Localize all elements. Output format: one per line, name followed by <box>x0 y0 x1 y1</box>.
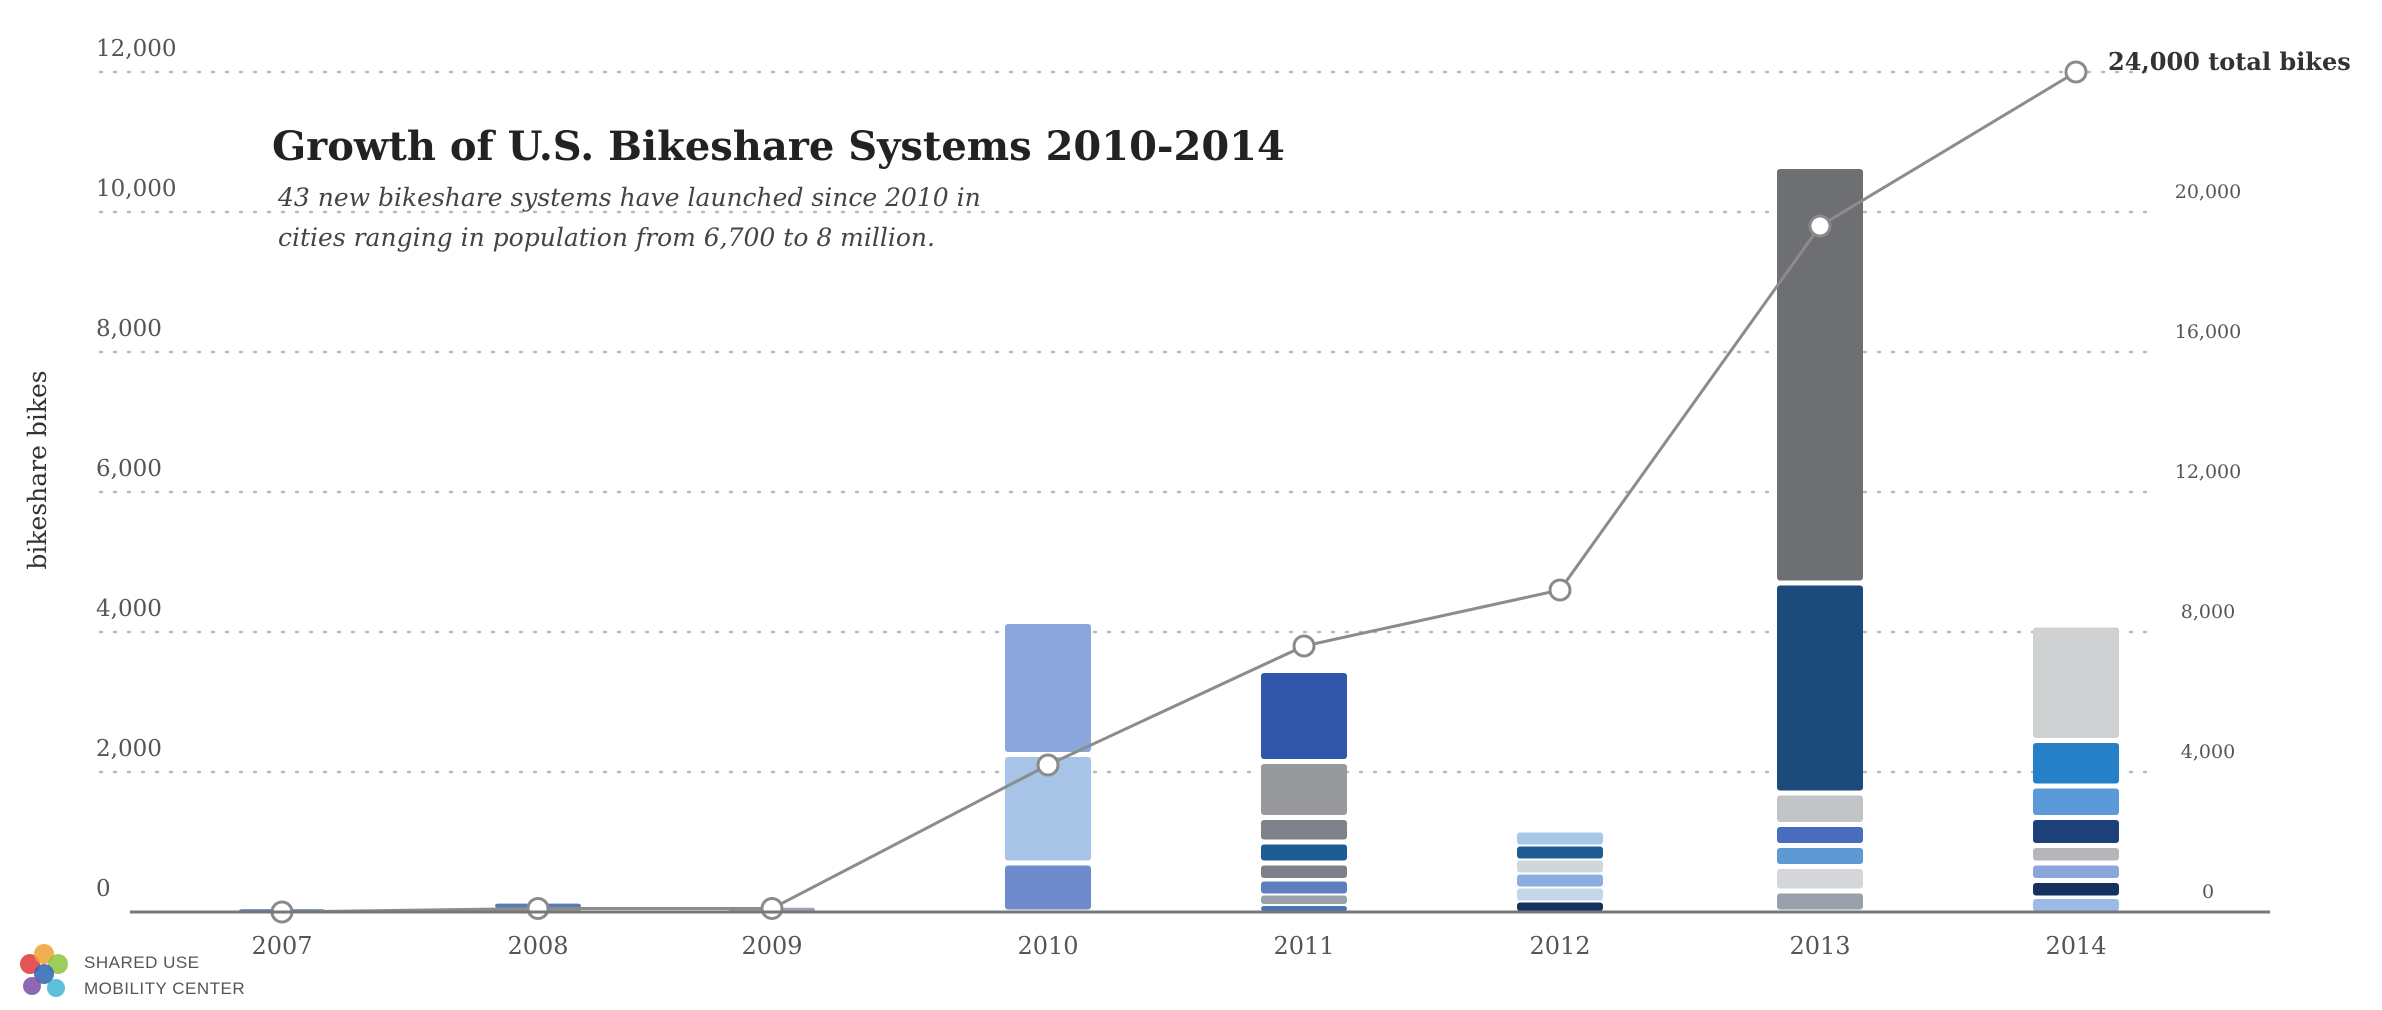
bar-segment <box>1777 893 1863 910</box>
logo-mark-circle-4 <box>34 964 54 984</box>
bar-segment <box>2033 899 2119 911</box>
bar-segment <box>1517 888 1603 901</box>
bar-segment <box>2033 883 2119 896</box>
bar-segment <box>1517 874 1603 887</box>
total-bikes-point <box>526 897 550 920</box>
total-bikes-point <box>760 897 784 920</box>
bar-segment <box>1261 906 1347 911</box>
logo: SHARED USE MOBILITY CENTER <box>20 944 245 998</box>
logo-text-line-2: MOBILITY CENTER <box>84 979 245 998</box>
bar-segment <box>1261 764 1347 815</box>
bar-segment <box>1261 895 1347 904</box>
total-bikes-line: 24,000 total bikes <box>270 47 2351 924</box>
x-tick-label: 2009 <box>741 932 802 960</box>
x-tick-label: 2008 <box>507 932 568 960</box>
logo-mark-circle-3 <box>48 954 68 974</box>
x-tick-label: 2010 <box>1017 932 1078 960</box>
logo-mark-circle-5 <box>23 977 41 995</box>
bar-segment <box>1005 865 1091 910</box>
bar-segment <box>2033 743 2119 784</box>
y-tick-label: 8,000 <box>96 316 162 342</box>
bar-segment <box>1261 881 1347 894</box>
y2-tick-label: 16,000 <box>2175 321 2241 343</box>
bar-segment <box>1261 820 1347 840</box>
bar-segment <box>1777 848 1863 864</box>
y2-tick-label: 8,000 <box>2181 601 2235 623</box>
bar-segment <box>2033 865 2119 878</box>
total-bikes-point <box>1548 578 1572 602</box>
x-tick-label: 2012 <box>1529 932 1590 960</box>
bar-segment <box>1517 846 1603 859</box>
bar-segment <box>1517 902 1603 911</box>
y2-tick-label: 12,000 <box>2175 461 2241 483</box>
stacked-bars <box>239 169 2119 912</box>
logo-mark-circle-6 <box>47 979 65 997</box>
bar-segment <box>1517 860 1603 873</box>
y2-tick-label: 0 <box>2202 881 2214 903</box>
chart-subtitle-line-1: 43 new bikeshare systems have launched s… <box>277 183 981 212</box>
y-tick-label: 6,000 <box>96 456 162 482</box>
y-tick-label: 2,000 <box>96 736 162 762</box>
x-tick-label: 2014 <box>2045 932 2106 960</box>
logo-mark-circle-1 <box>20 954 40 974</box>
bar-segment <box>1777 869 1863 889</box>
x-tick-label: 2007 <box>251 932 312 960</box>
bar-segment <box>2033 627 2119 738</box>
bar-segment <box>1777 795 1863 822</box>
y-axis-label: bikeshare bikes <box>23 370 52 569</box>
total-bikes-point <box>1292 634 1316 658</box>
x-tick-label: 2011 <box>1273 932 1334 960</box>
total-bikes-point <box>1808 214 1832 238</box>
total-bikes-point <box>1036 753 1060 777</box>
y-tick-label: 0 <box>96 876 111 902</box>
bar-segment <box>1777 585 1863 791</box>
chart-title: Growth of U.S. Bikeshare Systems 2010-20… <box>272 123 1285 170</box>
bar-segment <box>2033 820 2119 843</box>
y-tick-label: 10,000 <box>96 176 176 202</box>
bar-segment <box>1261 865 1347 878</box>
logo-text-line-1: SHARED USE <box>84 953 200 972</box>
bar-segment <box>1261 673 1347 759</box>
y-tick-label: 12,000 <box>96 36 176 62</box>
logo-mark-circle-2 <box>34 944 54 964</box>
bar-segment <box>2033 788 2119 815</box>
bar-segment <box>1517 832 1603 845</box>
total-bikes-end-label: 24,000 total bikes <box>2108 47 2351 76</box>
axes: 0 2,000 4,000 6,000 8,000 10,000 12,000 0 4,000 8… <box>96 36 2270 960</box>
bar-segment <box>1261 844 1347 861</box>
chart-subtitle-line-2: cities ranging in population from 6,700 … <box>278 223 935 252</box>
y2-tick-label: 4,000 <box>2181 741 2235 763</box>
bar-segment <box>1777 827 1863 843</box>
y2-tick-label: 20,000 <box>2175 181 2241 203</box>
y-tick-label: 4,000 <box>96 596 162 622</box>
bar-segment <box>1777 169 1863 581</box>
bar-segment <box>1005 757 1091 861</box>
x-tick-label: 2013 <box>1789 932 1850 960</box>
total-bikes-point <box>2064 60 2088 84</box>
total-bikes-polyline <box>281 70 2077 914</box>
bar-segment <box>1005 624 1091 752</box>
bar-segment <box>2033 848 2119 861</box>
